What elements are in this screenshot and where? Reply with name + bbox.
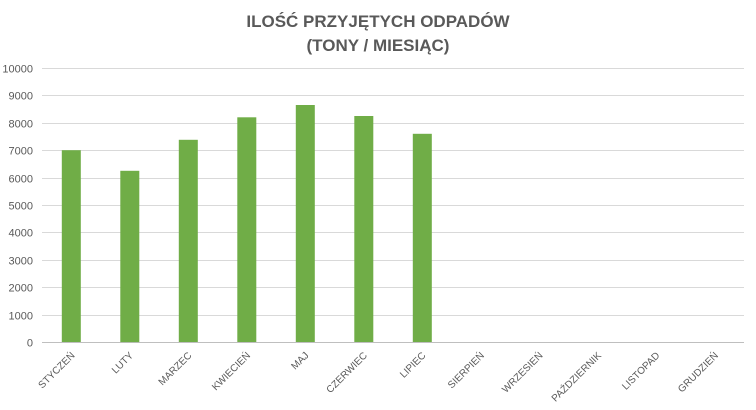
bar: [120, 170, 140, 343]
x-tick-label: MAJ: [290, 350, 312, 372]
y-tick-label: 8000: [9, 119, 33, 131]
chart-title-line-2: (TONY / MIESIĄC): [306, 36, 450, 55]
y-tick-label: 10000: [2, 64, 33, 76]
x-axis-labels: STYCZEŃ LUTY MARZEC KWIECIEŃ MAJ CZERWIEC LIPI…: [35, 349, 721, 405]
bar: [295, 105, 315, 342]
bar: [354, 116, 374, 342]
y-tick-label: 3000: [9, 256, 33, 268]
y-axis-ticks: 0 1000 2000 3000 4000 5000 6000 7000 8000 9000 100…: [2, 64, 33, 350]
y-tick-label: 2000: [9, 283, 33, 295]
bars: [61, 105, 432, 343]
y-tick-label: 1000: [9, 311, 33, 323]
bar: [237, 117, 257, 342]
x-tick-label: STYCZEŃ: [35, 349, 77, 391]
y-tick-label: 9000: [9, 91, 33, 103]
x-tick-label: WRZESIEŃ: [499, 349, 546, 396]
chart-title-line-1: ILOŚĆ PRZYJĘTYCH ODPADÓW: [246, 12, 510, 31]
y-tick-label: 4000: [9, 228, 33, 240]
x-tick-label: CZERWIEC: [325, 350, 370, 395]
y-tick-label: 6000: [9, 174, 33, 186]
x-tick-label: LUTY: [110, 350, 136, 376]
x-tick-label: MARZEC: [157, 350, 195, 388]
y-tick-label: 5000: [9, 201, 33, 213]
x-tick-label: KWIECIEŃ: [209, 349, 253, 393]
x-tick-label: LISTOPAD: [620, 350, 662, 392]
x-tick-label: LIPIEC: [398, 350, 428, 380]
chart-title: ILOŚĆ PRZYJĘTYCH ODPADÓW (TONY / MIESIĄC…: [0, 10, 756, 58]
gridlines: [42, 68, 744, 343]
x-tick-label: SIERPIEŃ: [445, 349, 487, 391]
bar: [178, 139, 198, 342]
x-tick-label: PAŹDZIERNIK: [548, 349, 604, 405]
bar: [412, 133, 432, 342]
y-tick-label: 7000: [9, 146, 33, 158]
y-tick-label: 0: [27, 338, 33, 350]
bar: [61, 150, 81, 342]
x-tick-label: GRUDZIEŃ: [675, 349, 721, 395]
